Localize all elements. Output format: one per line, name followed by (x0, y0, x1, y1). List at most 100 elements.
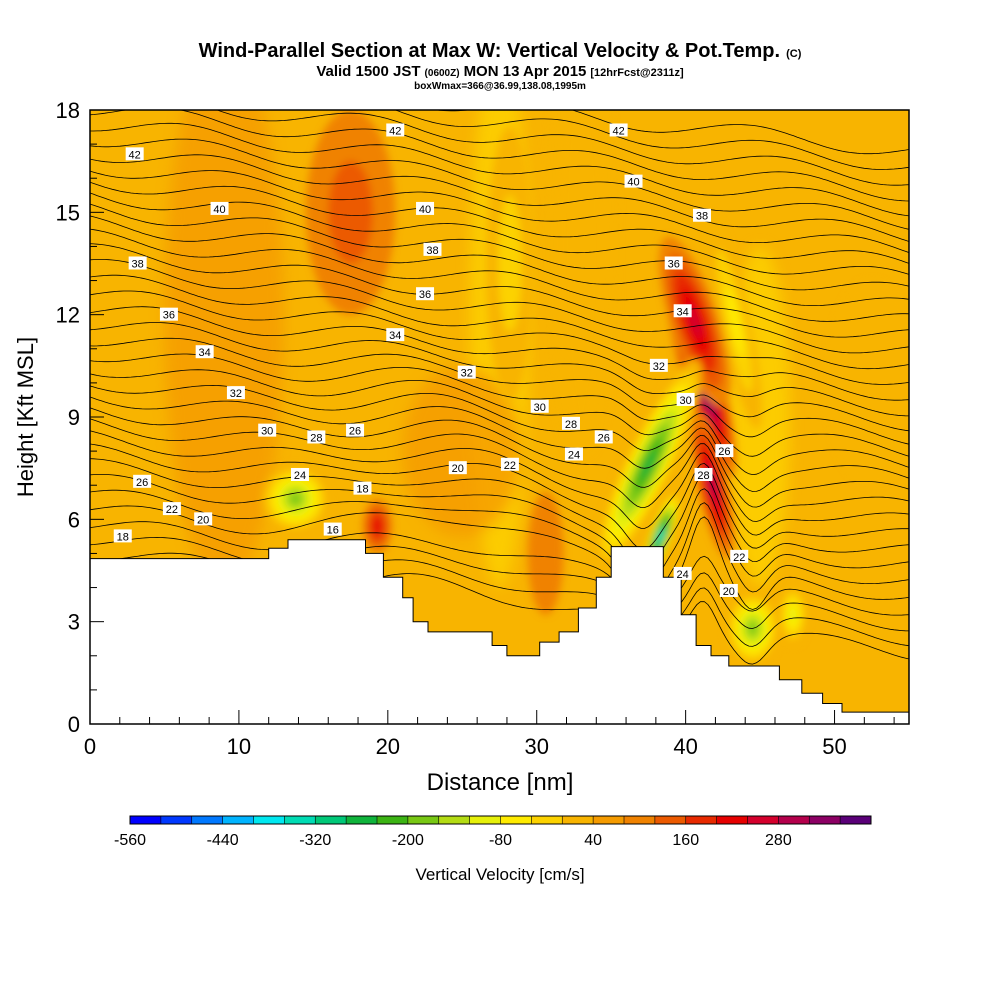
contour-label-text: 28 (310, 432, 322, 444)
contour-label-text: 34 (677, 306, 689, 318)
contour-label-text: 34 (389, 330, 401, 342)
contour-label-text: 16 (327, 525, 339, 537)
contour-label: 28 (694, 467, 713, 482)
contour-label: 28 (561, 416, 580, 431)
colorbar-swatch (500, 816, 532, 824)
isentrope (90, 274, 909, 370)
contour-label: 26 (594, 430, 613, 444)
contour-label: 42 (125, 147, 144, 161)
chart-title: Wind-Parallel Section at Max W: Vertical… (199, 40, 802, 62)
contour-label: 38 (128, 256, 147, 271)
isentrope (90, 170, 909, 253)
contour-label: 26 (133, 474, 152, 489)
chart-subtitle-box: boxWmax=366@36.99,138.08,1995m (414, 81, 586, 92)
w-band (402, 365, 522, 537)
colorbar-tick-label: 40 (584, 832, 602, 849)
colorbar-tick-label: 280 (765, 832, 792, 849)
chart-subtitle: Valid 1500 JST (0600Z) MON 13 Apr 2015 [12h… (316, 63, 684, 80)
w-cell (658, 532, 663, 541)
x-axis-label: Distance [nm] (427, 769, 574, 796)
contour-label: 32 (457, 365, 476, 380)
contour-label-text: 28 (565, 419, 577, 431)
isentrope (90, 337, 909, 432)
colorbar-swatch (222, 816, 254, 824)
contour-label-text: 26 (136, 477, 148, 489)
w-cell (328, 161, 373, 264)
isentrope (90, 396, 909, 492)
y-tick-label: 18 (56, 98, 80, 123)
contour-label: 36 (416, 287, 435, 301)
colorbar-swatch (654, 816, 687, 824)
isentrope (90, 110, 909, 202)
w-cell (527, 492, 564, 615)
isentrope (90, 505, 909, 623)
contour-label-text: 30 (534, 402, 546, 414)
x-tick-label: 40 (673, 734, 697, 759)
contour-label-text: 24 (677, 569, 689, 581)
y-tick-label: 9 (68, 405, 80, 430)
contour-label-text: 36 (419, 289, 431, 301)
isentrope (90, 407, 909, 508)
contour-label-text: 40 (213, 204, 225, 216)
contour-label: 22 (730, 549, 749, 564)
isentrope (90, 154, 909, 242)
colorbar-swatch (624, 816, 656, 824)
isentrope (90, 290, 909, 385)
isentrope (90, 384, 909, 476)
contour-label-text: 32 (230, 388, 242, 400)
contour-label-text: 18 (356, 484, 368, 496)
contour-label: 22 (162, 502, 181, 516)
contour-label: 32 (226, 386, 245, 400)
contour-label-text: 22 (504, 460, 516, 472)
plot-area: 42 40 38 36 34 32 30 28 26 24 26 22 20 18 18 16 20 22 24 26… (90, 110, 909, 724)
contour-label-text: 24 (568, 450, 580, 462)
contour-label-text: 22 (733, 552, 745, 564)
colorbar-swatch (438, 816, 471, 824)
isentrope (90, 418, 909, 522)
isentrope (90, 369, 909, 457)
colorbar-swatch (315, 816, 347, 824)
contour-label: 18 (113, 529, 132, 543)
colorbar-tick-label: 160 (672, 832, 699, 849)
colorbar-swatch (716, 816, 748, 824)
isentrope (90, 353, 909, 445)
isentrope (90, 259, 909, 354)
colorbar-swatch (747, 816, 779, 824)
contour-label-text: 26 (598, 432, 610, 444)
isentrope (90, 322, 909, 417)
contour-label: 20 (448, 461, 467, 475)
contour-label: 20 (719, 583, 738, 598)
contour-label-text: 34 (199, 347, 211, 359)
isentrope (90, 215, 909, 306)
y-tick-label: 15 (56, 200, 80, 225)
contour-label: 24 (673, 566, 692, 581)
colorbar-swatch (809, 816, 841, 824)
potential-temperature-contours (90, 110, 909, 665)
w-cell (641, 451, 656, 478)
contour-label-text: 26 (718, 446, 730, 458)
w-cell (289, 493, 302, 505)
contour-label: 34 (673, 304, 692, 318)
contour-label-text: 38 (426, 245, 438, 257)
contour-label: 36 (664, 256, 683, 271)
contour-label: 26 (346, 423, 365, 438)
contour-label: 38 (693, 208, 712, 223)
contour-label-text: 26 (349, 426, 361, 438)
contour-label: 34 (195, 345, 214, 359)
colorbar-swatch (160, 816, 193, 824)
w-band (551, 110, 612, 452)
isentrope (90, 474, 909, 589)
contour-label-text: 42 (613, 125, 625, 137)
x-axis: 0 10 20 30 40 50 (84, 710, 895, 759)
w-cell (498, 195, 522, 332)
contour-label-text: 38 (132, 259, 144, 271)
isentrope (90, 243, 909, 338)
y-tick-label: 0 (68, 712, 80, 737)
colorbar-tick-label: -80 (489, 832, 512, 849)
contour-label: 40 (624, 174, 643, 189)
isentrope (434, 110, 909, 155)
contour-label: 28 (307, 430, 326, 444)
contour-label-text: 42 (129, 149, 141, 161)
colorbar-swatch (253, 816, 285, 824)
